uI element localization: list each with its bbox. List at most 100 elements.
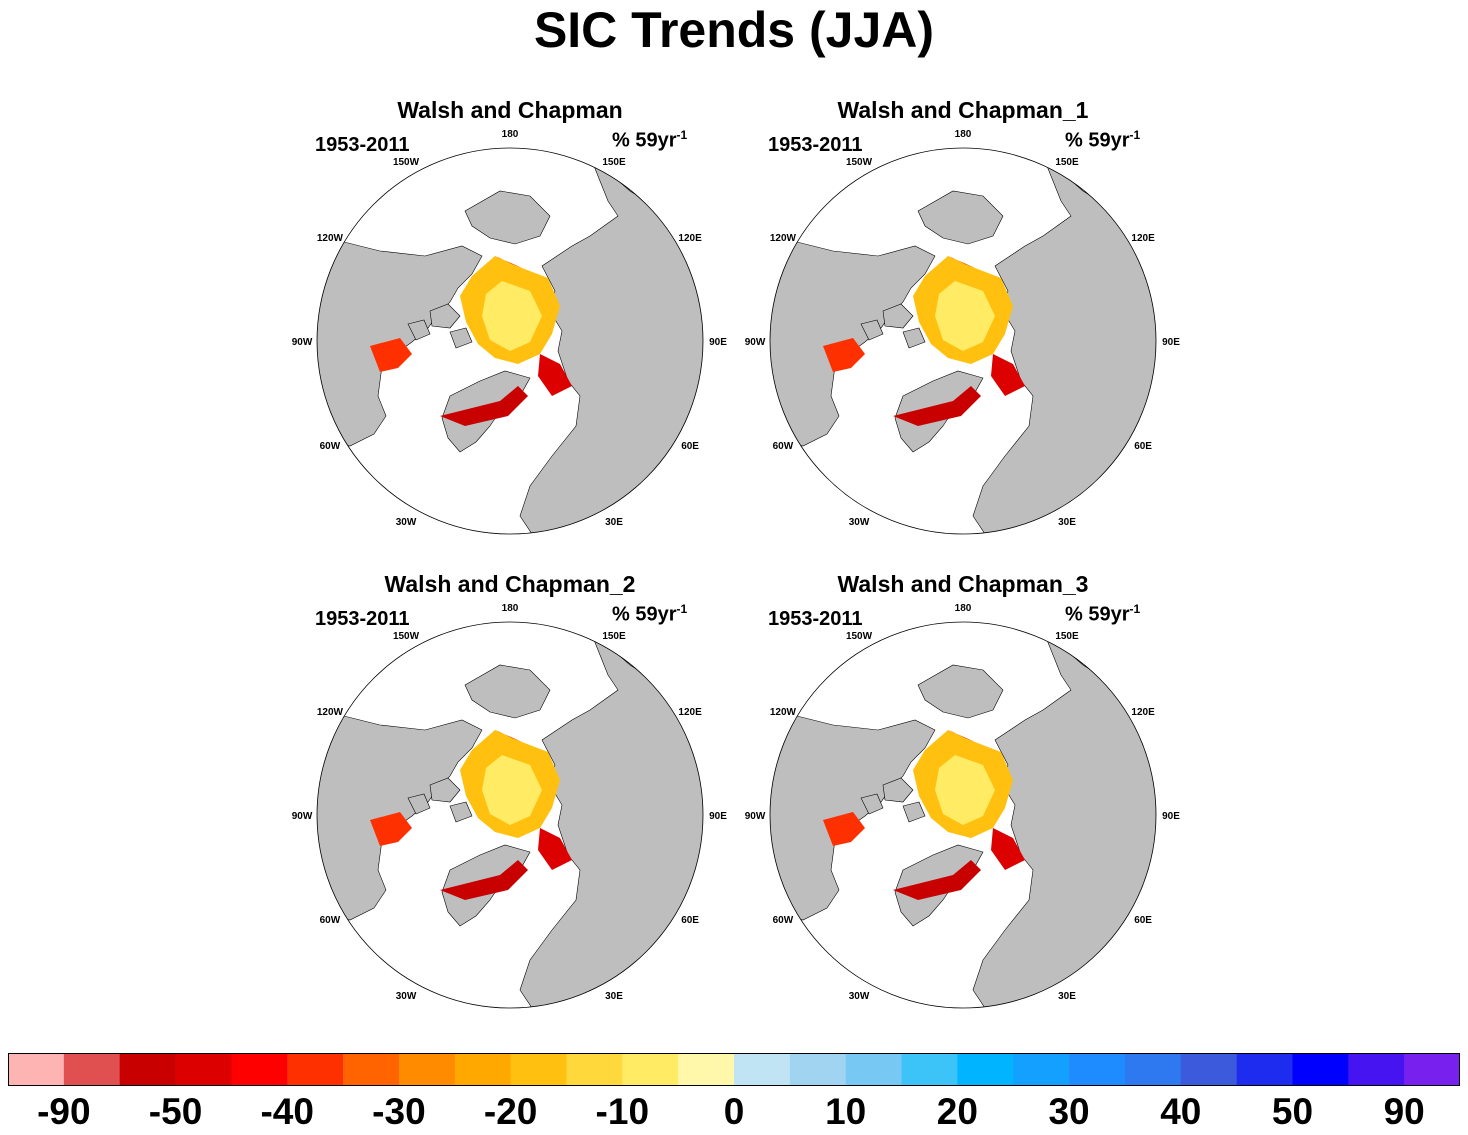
trend-field-greenland-sea xyxy=(893,386,981,426)
longitude-label: 90E xyxy=(1162,337,1180,348)
longitude-label: 30W xyxy=(849,517,870,528)
colorbar-label: 0 xyxy=(723,1091,745,1132)
longitude-label: 60W xyxy=(320,915,341,926)
longitude-label: 90E xyxy=(709,337,727,348)
longitude-label: 180 xyxy=(502,129,519,140)
polar-map: 180150E120E90E60E30E030W60W90W120W150W xyxy=(292,603,727,1009)
trend-field-yellow xyxy=(482,755,542,825)
panel-title: Walsh and Chapman xyxy=(397,97,623,123)
land-mass xyxy=(464,190,551,245)
longitude-label: 90E xyxy=(1162,811,1180,822)
trend-field-red xyxy=(495,256,572,396)
longitude-label: 60W xyxy=(773,441,794,452)
trend-field-yellow xyxy=(935,755,995,825)
longitude-label: 30E xyxy=(605,517,623,528)
colorbar-swatch xyxy=(510,1053,567,1086)
main-title: SIC Trends (JJA) xyxy=(533,2,935,58)
map-border xyxy=(316,147,704,535)
colorbar-label: -20 xyxy=(483,1091,538,1132)
longitude-label: 150E xyxy=(1055,157,1079,168)
period-label: 1953-2011 xyxy=(315,134,410,156)
colorbar-label: -40 xyxy=(260,1091,314,1132)
longitude-label: 150E xyxy=(602,157,626,168)
map-panel-walsh-chapman-2: 180150E120E90E60E30E030W60W90W120W150W W… xyxy=(290,570,730,1010)
period-label: 1953-2011 xyxy=(768,608,863,630)
land-mass xyxy=(407,319,431,341)
polar-map: 180150E120E90E60E30E030W60W90W120W150W xyxy=(745,129,1180,535)
longitude-label: 60E xyxy=(1134,915,1152,926)
units-label: % 59yr-1 xyxy=(1065,128,1141,152)
longitude-label: 30E xyxy=(1058,991,1076,1002)
land-mass xyxy=(902,327,926,349)
longitude-label: 150W xyxy=(393,631,420,642)
trend-field-baffin xyxy=(823,338,865,372)
map-border xyxy=(316,621,704,1009)
trend-field-greenland-sea xyxy=(440,386,528,426)
map-panel-walsh-chapman-3: 180150E120E90E60E30E030W60W90W120W150W W… xyxy=(743,570,1183,1010)
longitude-label: 30E xyxy=(605,991,623,1002)
land-mass xyxy=(860,319,884,341)
colorbar-swatch xyxy=(231,1053,288,1086)
colorbar-swatch xyxy=(734,1053,791,1086)
colorbar-swatch xyxy=(678,1053,735,1086)
colorbar-label: 50 xyxy=(1271,1091,1314,1132)
longitude-label: 120E xyxy=(678,707,702,718)
longitude-label: 60E xyxy=(681,441,699,452)
trend-field-yellow xyxy=(935,281,995,351)
trend-field-greenland-sea xyxy=(893,860,981,900)
longitude-label: 120E xyxy=(1131,707,1155,718)
longitude-label: 120E xyxy=(678,233,702,244)
longitude-label: 180 xyxy=(502,603,519,614)
longitude-label: 90W xyxy=(745,337,766,348)
colorbar-swatch xyxy=(8,1053,65,1086)
colorbar-swatch xyxy=(957,1053,1014,1086)
longitude-label: 60E xyxy=(681,915,699,926)
longitude-label: 90E xyxy=(709,811,727,822)
longitude-label: 120W xyxy=(770,233,797,244)
longitude-label: 90W xyxy=(292,811,313,822)
colorbar-swatch xyxy=(789,1053,846,1086)
trend-field-red xyxy=(495,730,572,870)
land-mass xyxy=(917,664,1004,719)
colorbar-swatch xyxy=(398,1053,456,1086)
map-border xyxy=(769,621,1157,1009)
land-mass xyxy=(902,801,926,823)
colorbar-label: 30 xyxy=(1048,1091,1090,1132)
colorbar-swatch xyxy=(343,1053,400,1086)
land-mass xyxy=(917,190,1004,245)
colorbar-swatch xyxy=(566,1053,623,1086)
colorbar-label: 90 xyxy=(1383,1091,1425,1132)
colorbar-label: -50 xyxy=(148,1091,203,1132)
land-mass xyxy=(860,793,884,815)
land-mass xyxy=(464,664,551,719)
longitude-label: 30E xyxy=(1058,517,1076,528)
colorbar-swatch xyxy=(845,1053,902,1086)
longitude-label: 150W xyxy=(846,631,873,642)
longitude-label: 60W xyxy=(320,441,341,452)
map-panel-walsh-chapman: 180150E120E90E60E30E030W60W90W120W150W W… xyxy=(290,96,730,536)
colorbar-swatch xyxy=(622,1053,679,1086)
trend-field-yellow xyxy=(482,281,542,351)
trend-field-red xyxy=(948,256,1025,396)
longitude-label: 120W xyxy=(317,233,344,244)
colorbar-swatch xyxy=(287,1053,344,1086)
longitude-label: 30W xyxy=(849,991,870,1002)
trend-field-baffin xyxy=(370,812,412,846)
colorbar-swatch xyxy=(1404,1053,1460,1086)
longitude-label: 30W xyxy=(396,991,417,1002)
colorbar-swatch xyxy=(1069,1053,1126,1086)
colorbar-label: 40 xyxy=(1160,1091,1202,1132)
map-panel-walsh-chapman-1: 180150E120E90E60E30E030W60W90W120W150W W… xyxy=(743,96,1183,536)
colorbar-swatch xyxy=(119,1053,176,1086)
longitude-label: 180 xyxy=(955,603,972,614)
units-label: % 59yr-1 xyxy=(612,128,688,152)
colorbar-label: -10 xyxy=(595,1091,650,1132)
longitude-label: 30W xyxy=(396,517,417,528)
longitude-label: 150W xyxy=(393,157,420,168)
longitude-label: 150E xyxy=(1055,631,1079,642)
colorbar-swatch xyxy=(1348,1053,1405,1086)
period-label: 1953-2011 xyxy=(315,608,410,630)
trend-field-greenland-sea xyxy=(440,860,528,900)
colorbar-swatch xyxy=(454,1053,511,1086)
colorbar-label: -90 xyxy=(37,1091,91,1132)
